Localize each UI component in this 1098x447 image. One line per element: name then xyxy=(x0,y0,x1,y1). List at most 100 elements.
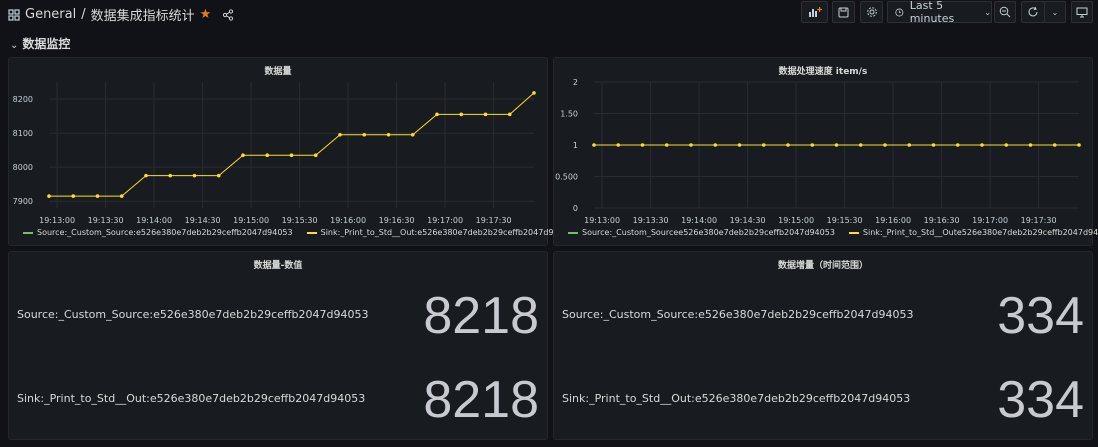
refresh-button[interactable] xyxy=(1021,1,1045,23)
x-tick-label: 19:15:00 xyxy=(778,216,814,225)
zoom-out-button[interactable] xyxy=(994,1,1016,23)
data-point xyxy=(483,112,488,117)
legend-item[interactable]: Source:_Custom_Sourcee526e380e7deb2b29ce… xyxy=(568,228,835,237)
x-tick-label: 19:13:30 xyxy=(633,216,669,225)
y-tick-label: 0.500 xyxy=(555,173,578,182)
panel-title[interactable]: 数据处理速度 item/s xyxy=(778,67,868,77)
data-point xyxy=(883,143,887,147)
refresh-interval-dropdown[interactable]: ⌄ xyxy=(1044,1,1066,23)
dashboard-title[interactable]: 数据集成指标统计 xyxy=(90,9,195,24)
count-chart-svg: 7900 8000 8100 8200 19:13:00 19:13:30 19:14:00… xyxy=(13,82,536,225)
x-tick-label: 19:15:30 xyxy=(282,216,318,225)
legend-label: Sink:_Print_to_Std__Oute526e380e7deb2b29… xyxy=(862,228,1098,237)
x-tick-label: 19:16:00 xyxy=(875,216,911,225)
stat-value: 334 xyxy=(997,287,1084,345)
x-tick-label: 19:13:00 xyxy=(39,216,75,225)
stat-value: 8218 xyxy=(423,371,539,429)
save-icon xyxy=(838,7,849,17)
add-panel-icon xyxy=(808,7,822,17)
legend-swatch xyxy=(848,231,859,234)
stat-row: Sink:_Print_to_Std__Out:e526e380e7deb2b2… xyxy=(562,364,1084,434)
data-point xyxy=(834,143,839,147)
data-point xyxy=(858,143,863,147)
save-dashboard-button[interactable] xyxy=(832,1,855,23)
legend-item[interactable]: Sink:_Print_to_Std__Oute526e380e7deb2b29… xyxy=(848,228,1098,237)
y-tick-label: 8200 xyxy=(13,95,33,104)
y-tick-label: 8000 xyxy=(13,163,33,172)
y-tick-label: 7900 xyxy=(13,197,33,206)
data-point xyxy=(47,194,51,198)
view-mode-button[interactable] xyxy=(1071,1,1093,23)
top-bar: General / 数据集成指标统计 ★ Last 5 minutes xyxy=(0,0,1098,26)
legend-item[interactable]: Sink:_Print_to_Std__Out:e526e380e7deb2b2… xyxy=(306,228,574,237)
stat-label: Sink:_Print_to_Std__Out:e526e380e7deb2b2… xyxy=(562,392,911,405)
legend-swatch xyxy=(568,231,578,234)
legend-item[interactable]: Source:_Custom_Source:e526e380e7deb2b29c… xyxy=(23,228,293,237)
data-point xyxy=(95,194,100,198)
share-icon[interactable] xyxy=(222,8,234,21)
settings-button[interactable] xyxy=(860,1,883,23)
data-point xyxy=(192,173,197,178)
zoom-out-icon xyxy=(999,6,1011,18)
stat-value: 8218 xyxy=(423,287,539,345)
data-point xyxy=(616,143,621,147)
add-panel-button[interactable] xyxy=(801,1,828,23)
data-point xyxy=(435,112,439,117)
row-title: 数据监控 xyxy=(22,37,71,51)
x-tick-label: 19:16:30 xyxy=(924,216,960,225)
data-point xyxy=(810,143,815,147)
data-point xyxy=(459,112,464,117)
x-tick-label: 19:17:30 xyxy=(476,216,512,225)
legend-label: Sink:_Print_to_Std__Out:e526e380e7deb2b2… xyxy=(320,228,574,237)
legend-label: Source:_Custom_Sourcee526e380e7deb2b29ce… xyxy=(582,228,835,237)
chevron-down-icon: ⌄ xyxy=(1051,7,1059,17)
data-point xyxy=(1028,143,1033,147)
x-tick-label: 19:14:00 xyxy=(136,216,172,225)
data-point xyxy=(737,143,742,147)
data-point xyxy=(640,143,645,147)
panel-title[interactable]: 数据量 xyxy=(264,67,292,77)
data-point xyxy=(144,173,148,178)
data-point xyxy=(931,143,936,147)
data-point xyxy=(71,194,76,198)
time-picker-button[interactable]: Last 5 minutes ⌄ xyxy=(887,0,992,25)
data-point xyxy=(119,194,124,198)
x-tick-label: 19:15:00 xyxy=(233,216,269,225)
data-point xyxy=(689,143,693,147)
panel-increase-stat: 数据增量（时间范围） Source:_Custom_Source:e526e38… xyxy=(553,251,1093,440)
stat-row: Source:_Custom_Source:e526e380e7deb2b29c… xyxy=(562,280,1084,350)
data-point xyxy=(713,143,718,147)
x-tick-label: 19:17:00 xyxy=(427,216,463,225)
data-point xyxy=(1004,143,1009,147)
legend-swatch xyxy=(306,231,317,234)
x-tick-label: 19:13:00 xyxy=(584,216,620,225)
gear-icon xyxy=(866,7,877,17)
row-header[interactable]: ⌄ 数据监控 xyxy=(10,35,70,52)
breadcrumb-folder[interactable]: General xyxy=(25,7,77,22)
data-point xyxy=(532,91,536,95)
data-point xyxy=(786,143,790,147)
panel-title[interactable]: 数据量-数值 xyxy=(253,261,303,271)
dashboards-grid-icon[interactable] xyxy=(8,8,20,21)
stat-row: Source:_Custom_Source:e526e380e7deb2b29c… xyxy=(17,280,539,350)
data-point xyxy=(761,143,766,147)
monitor-icon xyxy=(1076,7,1088,17)
data-point xyxy=(410,132,415,137)
x-tick-label: 19:14:30 xyxy=(730,216,766,225)
panel-speed-chart: 数据处理速度 item/s 0 0.500 1 1.50 2 19:13:00 19:13:… xyxy=(553,57,1098,246)
breadcrumb-separator: / xyxy=(81,7,86,22)
x-tick-label: 19:15:30 xyxy=(827,216,863,225)
data-point xyxy=(507,112,512,117)
y-tick-label: 0 xyxy=(573,204,578,213)
data-point xyxy=(386,132,391,137)
y-tick-label: 8100 xyxy=(13,129,33,138)
data-point xyxy=(241,153,245,158)
x-tick-label: 19:14:00 xyxy=(681,216,717,225)
stat-label: Sink:_Print_to_Std__Out:e526e380e7deb2b2… xyxy=(17,392,366,405)
stat-label: Source:_Custom_Source:e526e380e7deb2b29c… xyxy=(562,308,914,321)
series-line xyxy=(49,92,535,197)
stat-label: Source:_Custom_Source:e526e380e7deb2b29c… xyxy=(17,308,369,321)
star-icon[interactable]: ★ xyxy=(199,7,212,22)
chevron-down-icon: ⌄ xyxy=(10,40,19,51)
panel-title[interactable]: 数据增量（时间范围） xyxy=(777,261,868,271)
